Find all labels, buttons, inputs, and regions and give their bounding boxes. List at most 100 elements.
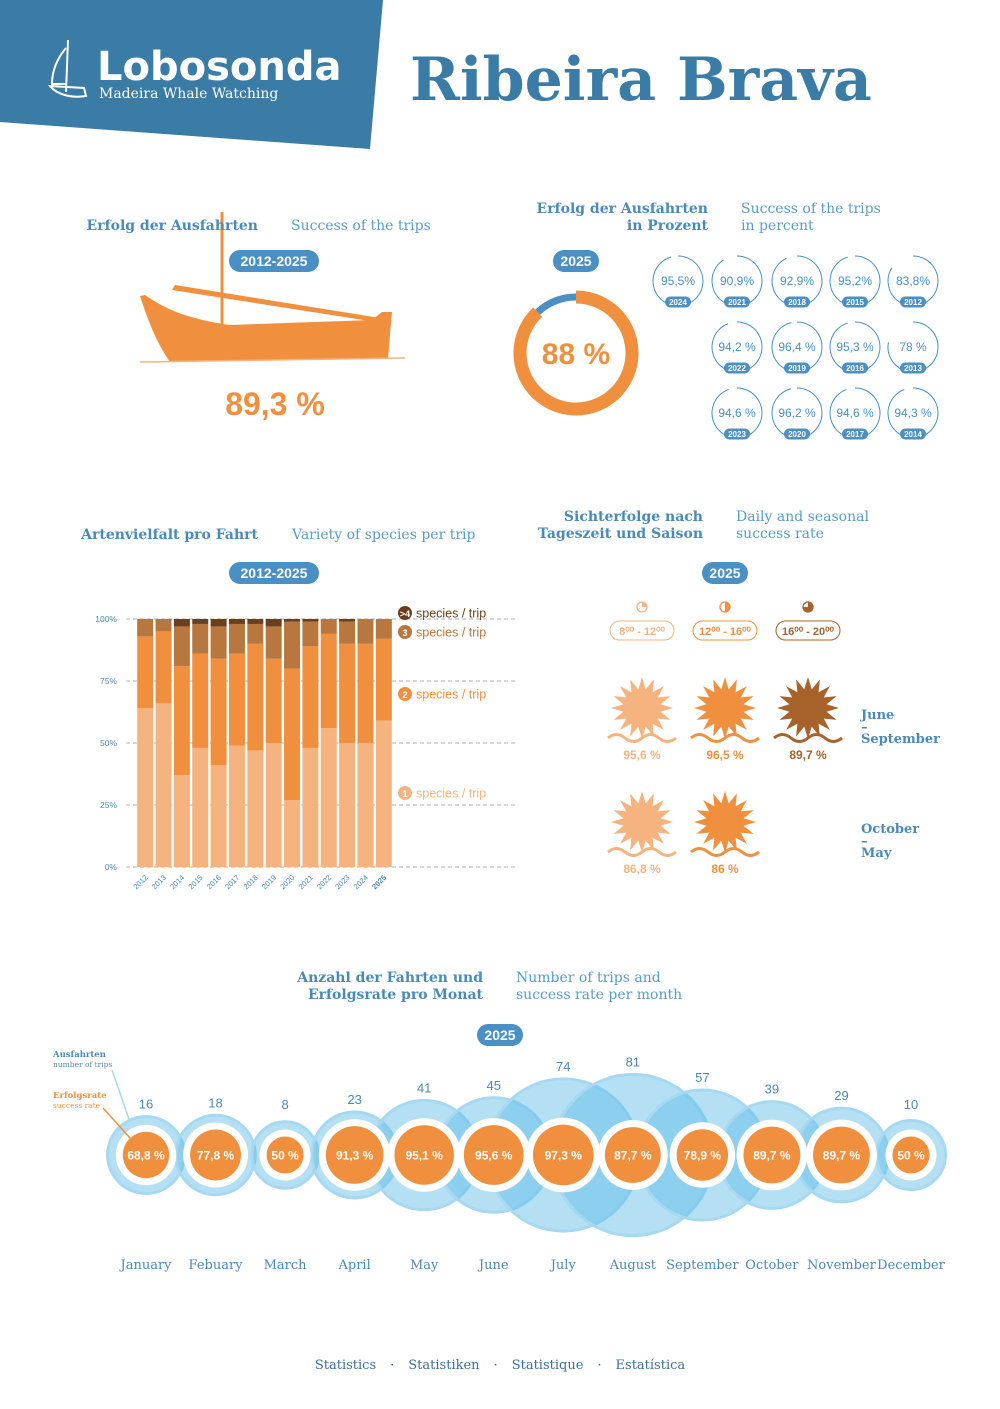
bar-segment	[155, 619, 172, 632]
bar-segment	[302, 646, 319, 748]
month-label: May	[410, 1258, 439, 1273]
bar-segment	[192, 653, 209, 748]
bar-segment	[339, 621, 356, 644]
bar-segment	[375, 638, 392, 721]
x-tick-label: 2018	[242, 873, 260, 891]
success-circle	[743, 1126, 801, 1184]
trips-label: 8	[281, 1097, 288, 1112]
time-slot-pill	[692, 620, 758, 641]
bar-segment	[155, 631, 172, 704]
success-label: 91,3 %	[336, 1149, 374, 1163]
badge-label: 2025	[484, 1027, 515, 1043]
section-subtitle: Success of the trips in percent	[741, 201, 881, 234]
tagline: Madeira Whale Watching	[99, 86, 278, 102]
footer-separator: ·	[390, 1358, 395, 1373]
year-value: 95,3 %	[836, 340, 874, 354]
wave	[773, 733, 843, 743]
legend-swatch	[398, 687, 412, 701]
badge-label: 2012-2025	[241, 253, 308, 269]
bar-segment	[339, 743, 356, 867]
trips-label: 74	[556, 1059, 570, 1074]
season-label: October – May	[861, 822, 920, 861]
bar-segment	[284, 668, 301, 801]
success-circle	[892, 1136, 930, 1174]
badge-label: 2021	[728, 298, 746, 307]
badge	[784, 362, 810, 374]
badge-label: 2025	[709, 565, 740, 581]
trips-label: 23	[347, 1092, 361, 1107]
success-label: 77,8 %	[197, 1149, 235, 1163]
total-value: 89,3 %	[225, 386, 325, 422]
footer-separator: ·	[493, 1358, 498, 1373]
sun	[694, 791, 756, 853]
badge	[553, 250, 599, 272]
trips-label: 39	[765, 1082, 779, 1097]
bar-segment	[155, 703, 172, 867]
badge	[665, 296, 691, 308]
bar-segment	[228, 623, 245, 654]
sun	[777, 677, 839, 739]
badge	[842, 362, 868, 374]
footer-item: Statistiken	[408, 1358, 480, 1373]
badge	[900, 362, 926, 374]
bar-segment	[210, 626, 227, 659]
badge-label: 2023	[728, 430, 746, 439]
bar-segment	[192, 747, 209, 867]
section-subtitle: Number of trips and success rate per mon…	[516, 970, 683, 1003]
badge	[900, 296, 926, 308]
badge-label: 2018	[788, 298, 806, 307]
legend-swatch	[398, 625, 412, 639]
bar-segment	[192, 619, 209, 624]
month-label: June	[477, 1258, 509, 1273]
boat-illustration	[139, 212, 406, 363]
badge-label: 2019	[788, 364, 806, 373]
bar-segment	[137, 708, 154, 867]
badge	[724, 428, 750, 440]
badge	[842, 296, 868, 308]
bar-segment	[173, 619, 190, 627]
y-tick-label: 25%	[100, 800, 117, 810]
month-label: September	[666, 1258, 739, 1273]
month-label: December	[877, 1258, 945, 1273]
year-arc	[887, 321, 939, 373]
season-label: June – September	[861, 708, 940, 747]
year-value: 96,2 %	[778, 406, 816, 420]
x-tick-label: 2016	[205, 873, 223, 891]
legend-number: 2	[402, 690, 407, 700]
success-label: 78,9 %	[684, 1149, 722, 1163]
x-tick-label: 2012	[131, 873, 149, 891]
sun-value: 86 %	[711, 862, 739, 876]
y-tick-label: 0%	[105, 862, 118, 872]
badge-label: 2022	[728, 364, 746, 373]
success-label: 95,1 %	[406, 1149, 444, 1163]
page-title: Ribeira Brava	[410, 45, 872, 115]
wave	[607, 847, 677, 857]
success-circle	[604, 1127, 661, 1183]
bar-segment	[302, 747, 319, 867]
section-title: Erfolg der Ausfahrten	[86, 218, 258, 234]
badge	[477, 1024, 523, 1046]
annotation-leader	[111, 1069, 131, 1123]
success-circle	[325, 1126, 384, 1184]
year-value: 95,2%	[838, 274, 872, 288]
year-value: 83,8%	[896, 274, 930, 288]
section-title: Erfolg der Ausfahrten in Prozent	[536, 201, 708, 234]
x-tick-label: 2019	[260, 873, 278, 891]
badge-label: 2016	[846, 364, 864, 373]
badge	[724, 362, 750, 374]
success-label: 89,7 %	[823, 1149, 861, 1163]
donut-value: 88 %	[542, 338, 610, 371]
badge-label: 2015	[846, 298, 864, 307]
bar-segment	[357, 743, 374, 867]
month-label: March	[264, 1258, 308, 1273]
success-label: 68,8 %	[127, 1149, 165, 1163]
sun-value: 95,6 %	[623, 748, 661, 762]
bar-segment	[320, 633, 337, 729]
logo-boat	[47, 39, 88, 98]
annotation-leader	[102, 1107, 131, 1139]
success-circle	[394, 1125, 454, 1185]
bar-segment	[320, 619, 337, 634]
badge-label: 2012	[904, 298, 922, 307]
badge	[784, 296, 810, 308]
footer-item: Estatística	[615, 1358, 686, 1373]
